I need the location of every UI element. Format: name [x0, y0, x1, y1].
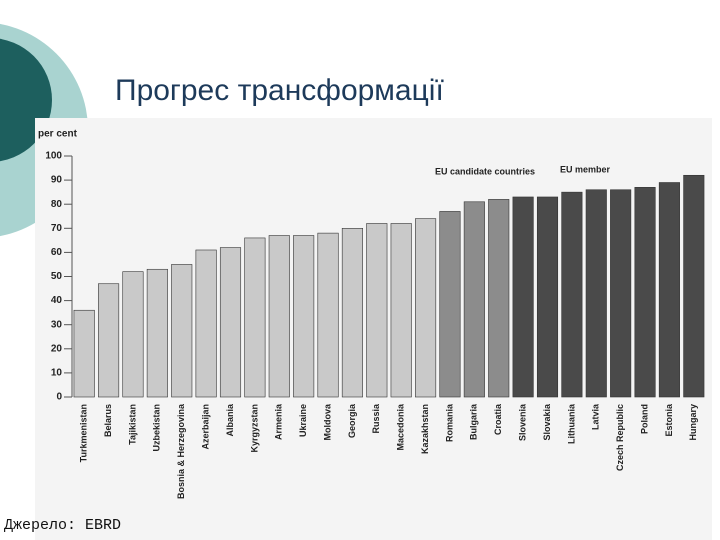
- bar: [317, 232, 339, 398]
- bar: [219, 247, 242, 398]
- bar: [171, 264, 193, 398]
- x-tick-label: Bulgaria: [469, 403, 479, 440]
- bar: [488, 199, 510, 398]
- x-tick-label: Latvia: [591, 403, 601, 430]
- x-tick-label: Macedonia: [396, 403, 406, 451]
- source-note: Джерело: EBRD: [4, 517, 121, 534]
- slide-title: Прогрес трансформації: [115, 74, 444, 107]
- x-tick-label: Czech Republic: [615, 404, 625, 471]
- bar: [512, 196, 534, 398]
- y-tick-label: 60: [51, 247, 63, 258]
- bar: [585, 189, 607, 398]
- x-tick-label: Albania: [225, 403, 235, 437]
- x-tick-label: Uzbekistan: [152, 404, 162, 452]
- x-tick-label: Armenia: [274, 403, 284, 440]
- y-axis-label: per cent: [38, 129, 78, 140]
- bar: [683, 174, 705, 398]
- x-tick-label: Bosnia & Herzegovina: [176, 403, 186, 499]
- x-tick-label: Hungary: [688, 404, 698, 441]
- y-tick-label: 100: [45, 151, 62, 162]
- x-tick-label: Tajikistan: [127, 404, 137, 445]
- bar: [293, 235, 315, 398]
- x-tick-label: Croatia: [493, 403, 503, 435]
- bar: [658, 182, 680, 398]
- bar: [122, 271, 144, 398]
- x-tick-label: Georgia: [347, 403, 357, 438]
- x-tick-label: Russia: [371, 403, 381, 434]
- x-tick-label: Poland: [639, 404, 649, 434]
- y-tick-label: 80: [51, 199, 63, 210]
- bar: [146, 268, 168, 398]
- y-tick-label: 90: [51, 175, 63, 186]
- x-tick-label: Slovakia: [542, 403, 552, 441]
- bar: [610, 189, 632, 398]
- bar: [561, 191, 583, 398]
- x-tick-label: Estonia: [664, 403, 674, 437]
- bar: [463, 201, 485, 398]
- bar: [439, 211, 461, 398]
- y-tick-label: 0: [56, 392, 62, 403]
- x-tick-label: Romania: [444, 403, 454, 442]
- bar: [268, 235, 290, 398]
- x-tick-label: Azerbaijan: [200, 404, 210, 450]
- x-tick-label: Slovenia: [517, 403, 527, 441]
- x-tick-label: Turkmenistan: [79, 404, 89, 462]
- bar: [73, 309, 95, 398]
- bar: [98, 283, 120, 398]
- bar: [244, 237, 266, 398]
- bar: [195, 249, 217, 398]
- annotation: EU candidate countries: [435, 166, 535, 176]
- y-tick-label: 70: [51, 223, 63, 234]
- x-tick-label: Lithuania: [566, 403, 576, 444]
- bar: [415, 218, 437, 398]
- x-tick-label: Belarus: [103, 404, 113, 437]
- y-tick-label: 10: [51, 368, 63, 379]
- y-tick-label: 20: [51, 343, 63, 354]
- y-tick-label: 30: [51, 319, 63, 330]
- x-tick-label: Moldova: [322, 403, 332, 440]
- bar: [341, 228, 363, 398]
- x-tick-label: Ukraine: [298, 404, 308, 437]
- x-tick-label: Kazakhstan: [420, 404, 430, 454]
- y-tick-label: 50: [51, 271, 63, 282]
- y-tick-label: 40: [51, 295, 63, 306]
- x-tick-label: Kyrgyzstan: [249, 404, 259, 453]
- bar: [390, 223, 412, 398]
- annotation: EU member: [560, 164, 611, 174]
- bar: [634, 187, 656, 398]
- bar: [366, 223, 388, 398]
- bar: [536, 196, 559, 398]
